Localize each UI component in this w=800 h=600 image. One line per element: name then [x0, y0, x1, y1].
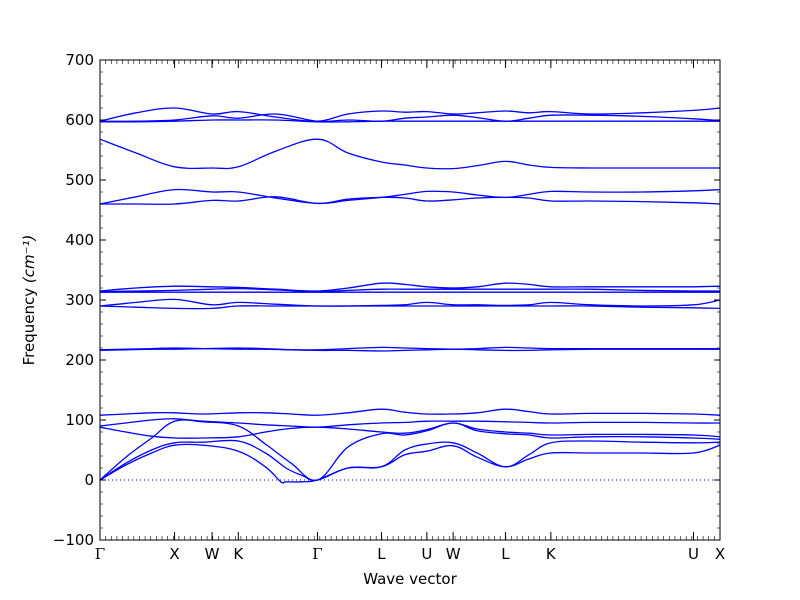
- x-tick-label: L: [501, 545, 510, 563]
- band-19: [99, 119, 720, 123]
- band-11: [99, 282, 721, 292]
- band-17: [99, 107, 721, 122]
- band-10: [99, 305, 721, 310]
- band-lines: [99, 107, 721, 484]
- band-2: [99, 439, 721, 481]
- minor-ticks: [100, 60, 720, 540]
- band-7: [99, 346, 720, 351]
- band-12: [99, 287, 721, 293]
- y-tick-label: 300: [65, 291, 94, 309]
- y-tick-label: 700: [65, 51, 94, 69]
- y-tick-label: 600: [65, 111, 94, 129]
- band-1: [99, 443, 721, 484]
- band-16: [99, 138, 720, 170]
- band-4: [99, 422, 721, 439]
- y-tick-label: 400: [65, 231, 94, 249]
- x-tick-label: U: [421, 545, 432, 563]
- y-tick-label: 0: [84, 471, 94, 489]
- plot-frame: [99, 59, 721, 541]
- band-9: [99, 298, 721, 307]
- x-tick-label: W: [205, 545, 220, 563]
- x-tick-label: W: [446, 545, 461, 563]
- y-axis-label: Frequency (cm⁻¹): [20, 235, 38, 366]
- band-15: [100, 196, 721, 205]
- x-tick-label: Γ: [312, 545, 322, 563]
- y-tick-label: 500: [65, 171, 94, 189]
- x-tick-label: Γ: [95, 545, 105, 563]
- x-tick-label: K: [233, 545, 244, 563]
- x-tick-label: K: [546, 545, 557, 563]
- y-axis-label-unit: (cm⁻¹): [20, 235, 38, 284]
- y-axis-label-text: Frequency: [20, 288, 38, 366]
- band-8: [99, 347, 720, 352]
- band-18: [99, 113, 721, 123]
- x-tick-label: X: [715, 545, 725, 563]
- y-tick-label: 200: [65, 351, 94, 369]
- y-ticks: −100 0 100 200 300 400 500 600 700: [53, 51, 720, 549]
- y-tick-label: 100: [65, 411, 94, 429]
- x-tick-label: X: [169, 545, 179, 563]
- x-tick-label: L: [377, 545, 386, 563]
- x-axis-label: Wave vector: [363, 570, 457, 588]
- band-3: [99, 419, 721, 482]
- band-6: [99, 408, 721, 416]
- y-tick-label: −100: [53, 531, 94, 549]
- band-5: [99, 418, 721, 428]
- x-tick-label: U: [688, 545, 699, 563]
- band-14: [99, 188, 721, 205]
